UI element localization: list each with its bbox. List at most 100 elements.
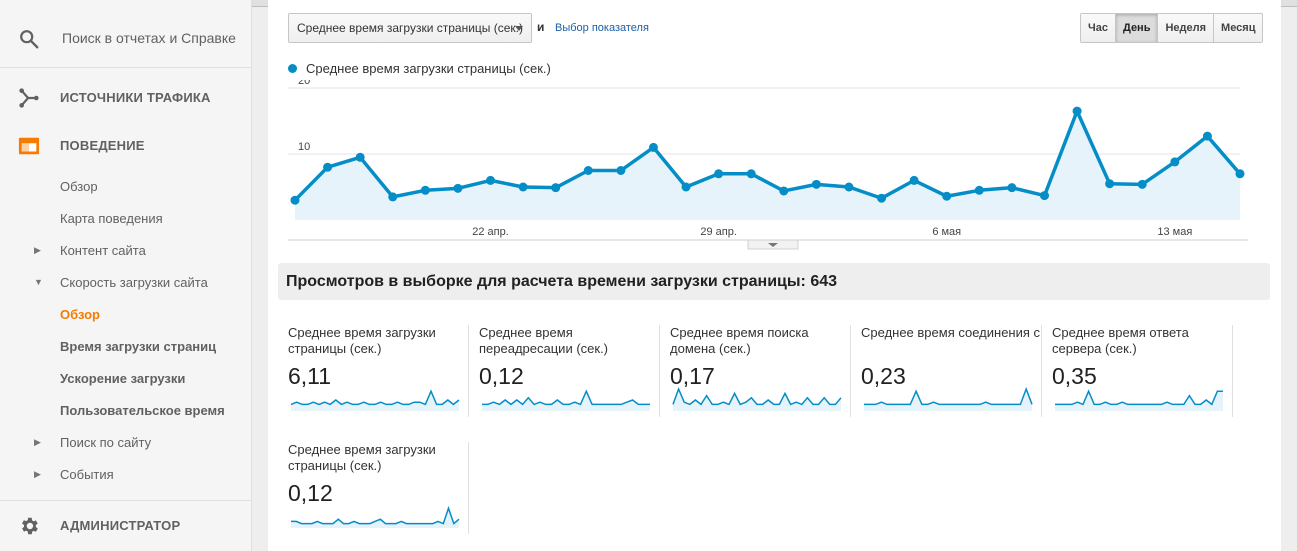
sidebar: Поиск в отчетах и Справке ИСТОЧНИКИ ТРАФ… [0,0,252,551]
expand-arrow-icon[interactable]: ▶ [34,469,41,479]
x-tick-label: 13 мая [1157,226,1192,238]
collapse-arrow-icon[interactable]: ▼ [34,277,43,287]
metric-card-value: 0,12 [288,480,333,506]
chart-point [942,191,952,201]
search-input[interactable]: Поиск в отчетах и Справке [62,30,236,46]
metric-card-value: 0,12 [479,363,524,389]
y-tick-label: 20 [298,80,310,87]
sparkline-line [1055,389,1223,406]
nav-traffic-sources[interactable]: ИСТОЧНИКИ ТРАФИКА [0,74,252,122]
metric-card[interactable]: Среднее время загрузки страницы (сек.) 0… [288,442,478,542]
divider [1232,325,1233,417]
expand-arrow-icon[interactable]: ▶ [34,245,41,255]
sparkline-area [482,391,650,411]
chart-point [486,175,496,185]
sample-size-title: Просмотров в выборке для расчета времени… [286,273,838,290]
divider [850,325,851,417]
chart-point [681,182,691,192]
choose-metric-link[interactable]: Выбор показателя [555,22,649,34]
divider [659,325,660,417]
chart-point [583,166,593,175]
metric-card-value: 6,11 [288,363,332,389]
chart-point [616,166,626,175]
nav-site-search[interactable]: Поиск по сайту [60,435,152,450]
sparkline-line [672,386,842,406]
metric-card[interactable]: Среднее время поиска домена (сек.) 0,17 [670,325,860,425]
period-hour-button[interactable]: Час [1081,14,1116,42]
sample-size-bar: Просмотров в выборке для расчета времени… [278,263,1270,300]
sparkline-area [291,391,459,411]
chart-point [811,179,821,189]
nav-behavior-label: ПОВЕДЕНИЕ [60,138,145,153]
divider [0,500,252,501]
chart-point [1105,179,1115,189]
chart-point [1235,169,1245,179]
expand-arrow-icon[interactable]: ▶ [34,437,41,447]
sparkline-line [864,386,1033,406]
chart-area [295,111,1240,220]
chart-point [551,183,561,193]
search-icon [20,30,39,49]
metric-card-name: Среднее время соединения с сервером (сек… [861,325,1041,340]
nav-user-timings[interactable]: Пользовательское время [60,403,225,418]
metric-select-value: Среднее время загрузки страницы (сек.) [297,21,524,35]
chart-point [844,182,854,192]
nav-site-speed[interactable]: Скорость загрузки сайта [60,275,208,290]
x-tick-label: 22 апр. [472,226,509,238]
chart-point [746,169,756,179]
period-week-button[interactable]: Неделя [1158,14,1215,42]
metric-card-name: Среднее время переадресации (сек.) [479,325,609,356]
nav-events[interactable]: События [60,467,114,482]
nav-admin[interactable]: АДМИНИСТРАТОР [0,502,252,550]
sparkline-line [482,389,650,406]
collapse-handle[interactable] [747,239,799,250]
legend-dot [288,64,297,73]
chart-point [1039,191,1049,201]
chart-point [453,183,463,193]
line-chart[interactable]: 10 20 22 апр. 29 апр. 6 мая 13 мая [288,80,1260,250]
chart-point [779,186,789,196]
metric-card[interactable]: Среднее время ответа сервера (сек.) 0,35 [1052,325,1242,425]
chart-point [323,162,333,172]
period-month-button[interactable]: Месяц [1214,14,1263,42]
period-selector: Час День Неделя Месяц [1080,13,1264,43]
chart-point [1202,131,1212,141]
chart-point [877,193,887,203]
divider [468,325,469,417]
report-search[interactable]: Поиск в отчетах и Справке [0,6,252,68]
sparkline [482,389,650,411]
chart-point [1072,106,1082,116]
chart-point [518,182,528,192]
gear-icon [22,517,38,535]
nav-site-content[interactable]: Контент сайта [60,243,146,258]
nav-behavior-flow[interactable]: Карта поведения [60,211,163,226]
acquisition-icon [19,88,39,108]
sparkline-line [291,505,460,525]
legend-series-label: Среднее время загрузки страницы (сек.) [306,61,551,76]
nav-site-speed-overview[interactable]: Обзор [60,307,100,322]
sparkline-area [864,389,1032,411]
sparkline [672,386,842,411]
metric-card[interactable]: Среднее время соединения с сервером (сек… [861,325,1051,425]
chart-point [1007,183,1017,193]
chart-point [290,195,300,205]
metric-card-name: Среднее время поиска домена (сек.) [670,325,809,356]
metric-select[interactable]: Среднее время загрузки страницы (сек.) [288,13,532,43]
y-tick-label: 10 [298,141,310,153]
nav-behavior[interactable]: ПОВЕДЕНИЕ [0,122,252,170]
metric-card[interactable]: Среднее время переадресации (сек.) 0,12 [479,325,669,425]
nav-page-timings[interactable]: Время загрузки страниц [60,339,217,354]
metric-card-name: Среднее время ответа сервера (сек.) [1052,325,1189,356]
metric-card[interactable]: Среднее время загрузки страницы (сек.) 6… [288,325,478,425]
sparkline [290,389,460,411]
chevron-down-icon [515,26,523,31]
chart-legend: Среднее время загрузки страницы (сек.) [288,61,551,76]
sparkline-area [673,389,841,411]
nav-speed-suggestions[interactable]: Ускорение загрузки [60,371,186,386]
sparkline [864,386,1033,411]
nav-traffic-sources-label: ИСТОЧНИКИ ТРАФИКА [60,90,211,105]
period-day-button[interactable]: День [1115,14,1159,42]
chart-point [388,192,398,202]
metric-card-name: Среднее время загрузки страницы (сек.) [288,325,436,356]
nav-behavior-overview[interactable]: Обзор [60,179,98,194]
